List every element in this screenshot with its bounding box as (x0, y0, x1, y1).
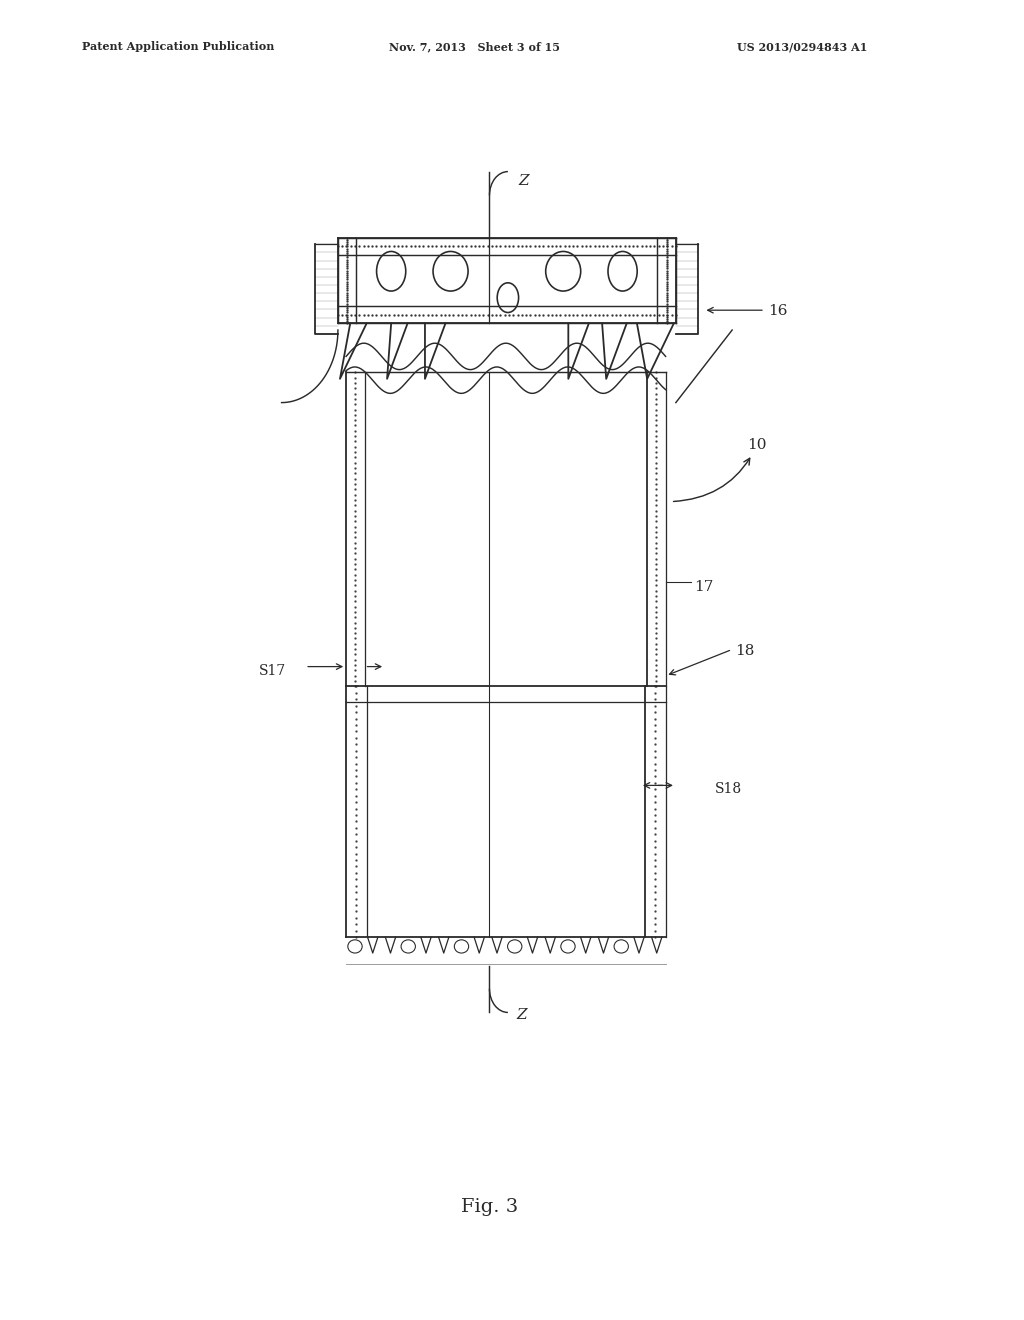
Text: US 2013/0294843 A1: US 2013/0294843 A1 (737, 41, 867, 53)
Text: S17: S17 (259, 664, 287, 677)
Text: 16: 16 (768, 305, 787, 318)
Text: Z: Z (516, 1008, 526, 1022)
Text: Nov. 7, 2013   Sheet 3 of 15: Nov. 7, 2013 Sheet 3 of 15 (389, 41, 560, 53)
Text: 18: 18 (735, 644, 755, 657)
Text: 10: 10 (674, 438, 767, 502)
Text: Z: Z (518, 174, 528, 187)
Text: Fig. 3: Fig. 3 (461, 1197, 518, 1216)
Text: S18: S18 (715, 783, 741, 796)
Text: Patent Application Publication: Patent Application Publication (82, 41, 274, 53)
Text: 17: 17 (694, 581, 714, 594)
